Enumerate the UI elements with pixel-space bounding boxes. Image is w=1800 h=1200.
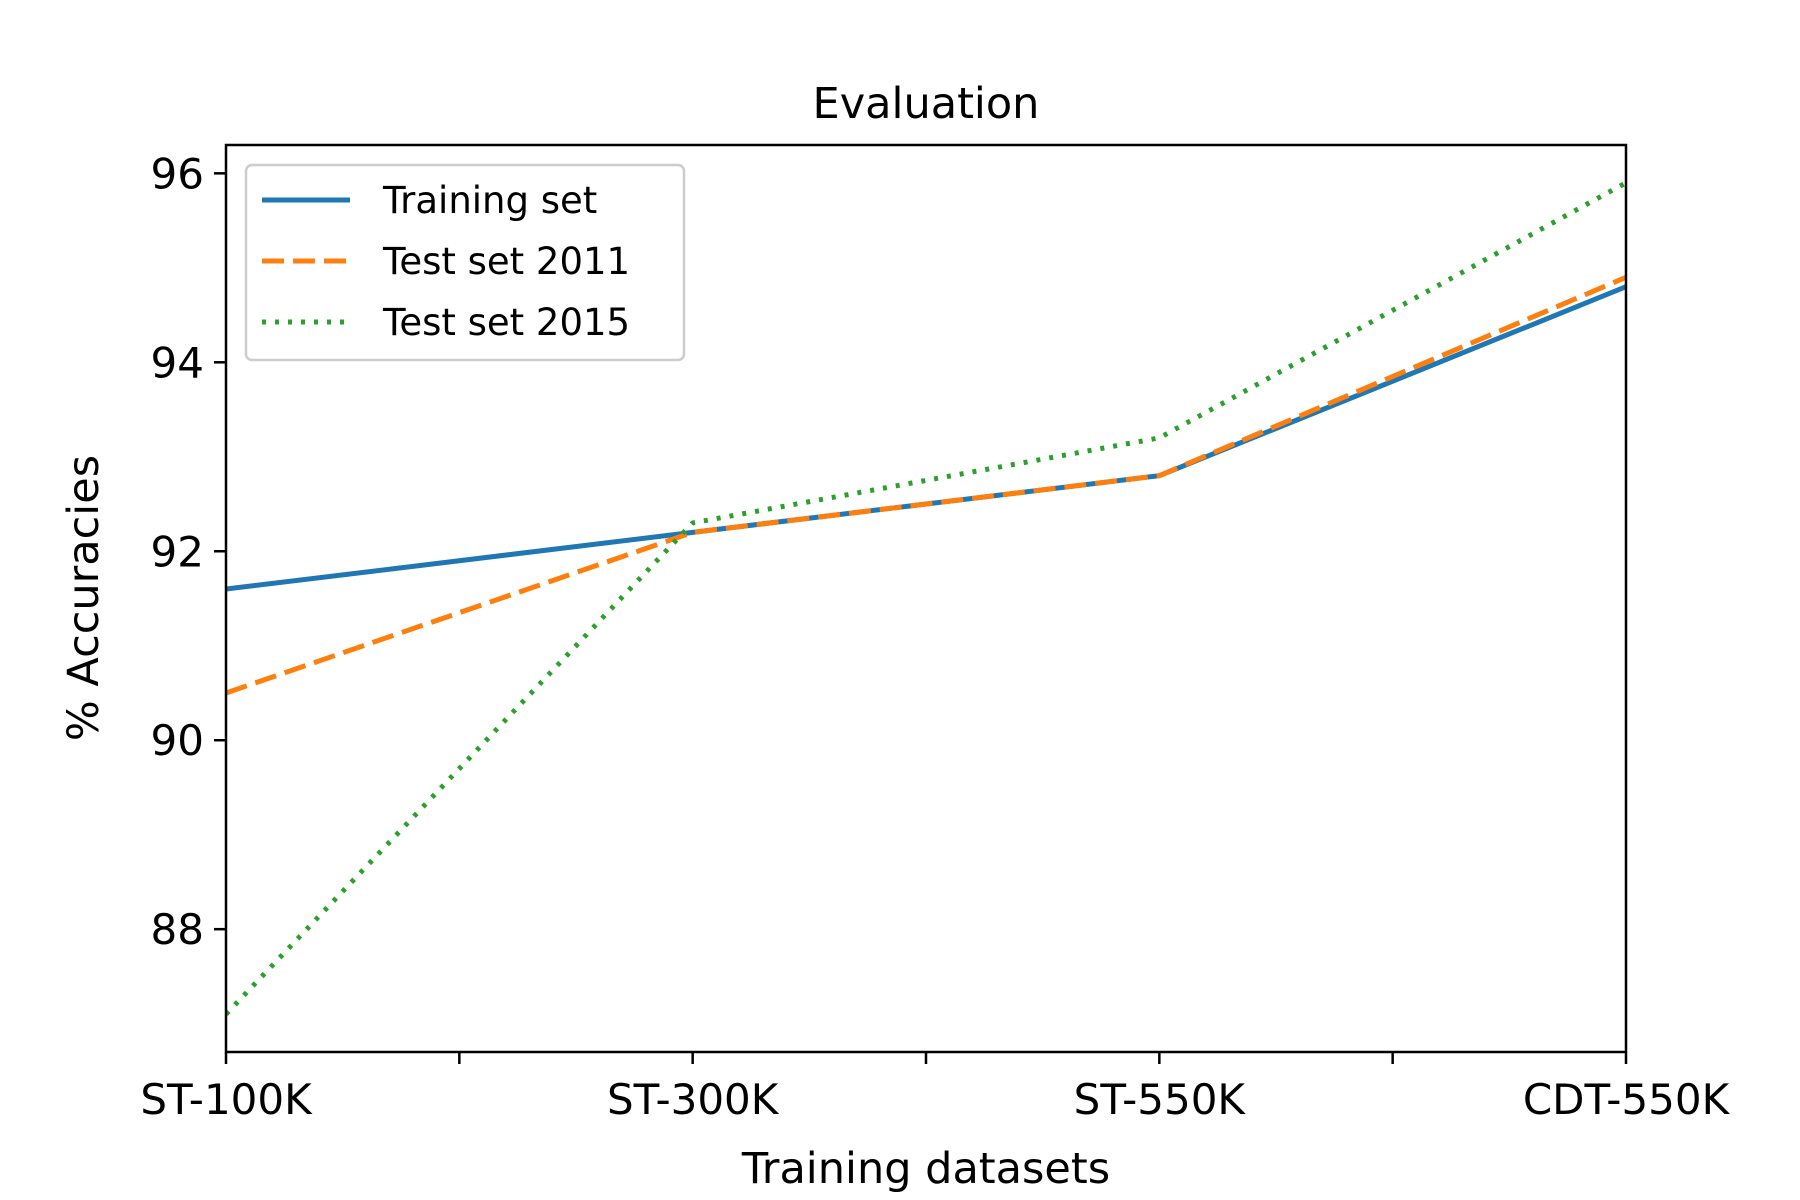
y-tick-label: 96 xyxy=(151,149,204,198)
y-axis-label: % Accuracies xyxy=(59,455,109,741)
legend-label: Test set 2015 xyxy=(382,301,630,344)
x-tick-label: CDT-550K xyxy=(1523,1075,1731,1124)
x-axis: ST-100K ST-300K ST-550K CDT-550K xyxy=(140,1052,1731,1124)
legend-entries: Training set Test set 2011 Test set 2015 xyxy=(262,179,630,344)
x-tick-label: ST-550K xyxy=(1074,1075,1247,1124)
y-tick-label: 88 xyxy=(151,905,204,954)
chart-title: Evaluation xyxy=(813,79,1040,129)
plot-area xyxy=(226,180,1626,1016)
series-line-3 xyxy=(226,180,1626,1016)
x-tick-label: ST-300K xyxy=(607,1075,780,1124)
legend: Training set Test set 2011 Test set 2015 xyxy=(244,163,686,362)
legend-box xyxy=(244,163,686,362)
y-tick-label: 94 xyxy=(151,338,204,387)
y-axis: 88 90 92 94 96 xyxy=(151,149,226,954)
legend-label: Test set 2011 xyxy=(382,240,630,283)
x-axis-label: Training datasets xyxy=(741,1144,1110,1194)
x-tick-label: ST-100K xyxy=(140,1075,313,1124)
series-layer xyxy=(226,180,1626,1016)
series-line-2 xyxy=(226,274,1626,696)
y-tick-label: 92 xyxy=(151,527,204,576)
legend-label: Training set xyxy=(382,179,597,222)
y-tick-label: 90 xyxy=(151,716,204,765)
